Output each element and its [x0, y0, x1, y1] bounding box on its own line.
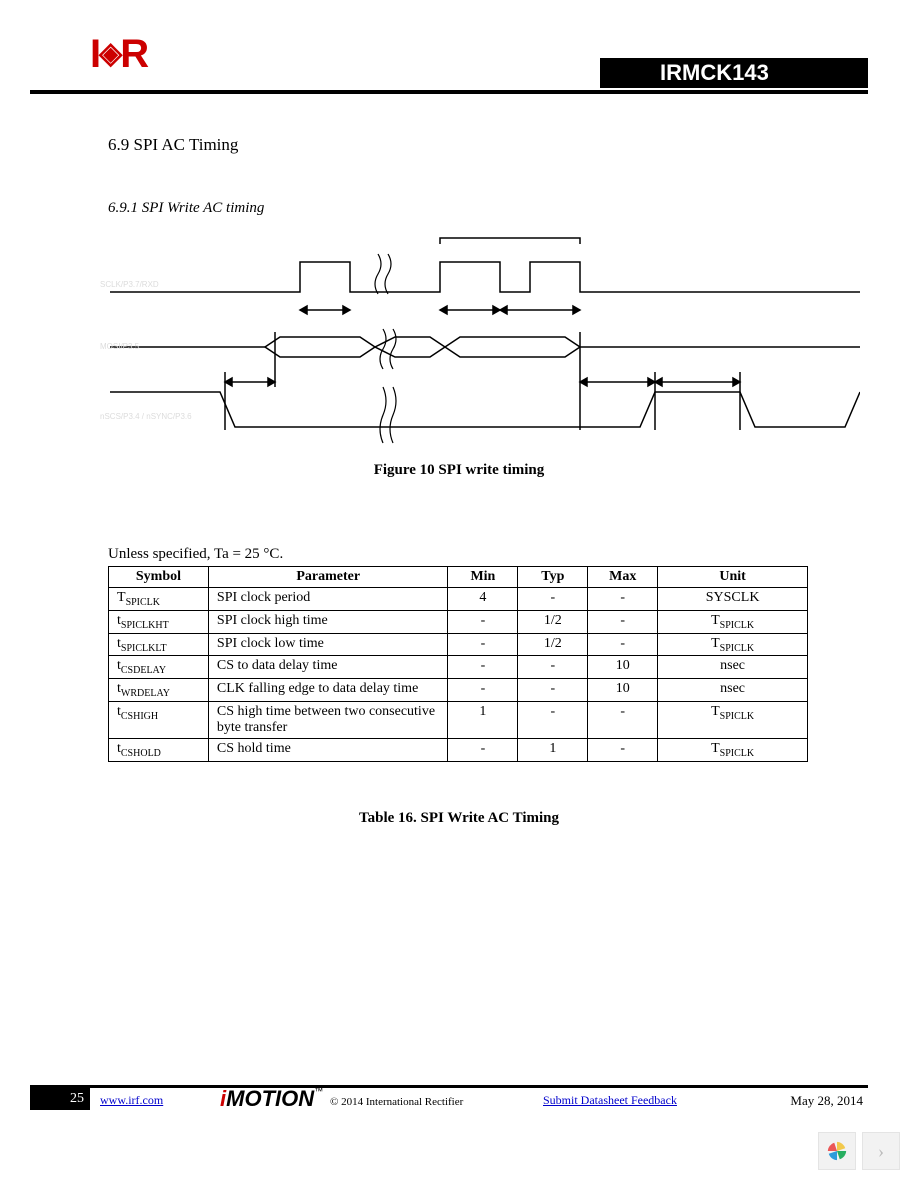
- sym-sub: CSHIGH: [121, 711, 158, 722]
- table-row: tCSHIGH CS high time between two consecu…: [109, 701, 808, 738]
- typ: 1: [518, 738, 588, 761]
- th-parameter: Parameter: [208, 567, 448, 588]
- param: CS to data delay time: [208, 656, 448, 679]
- table-header-row: Symbol Parameter Min Typ Max Unit: [109, 567, 808, 588]
- unit-sub: SPICLK: [720, 748, 754, 759]
- unit: T: [711, 636, 720, 651]
- spi-write-ac-timing-table: Symbol Parameter Min Typ Max Unit TSPICL…: [108, 566, 808, 762]
- imotion-rest: MOTION: [226, 1086, 314, 1111]
- table-row: tCSDELAY CS to data delay time - - 10 ns…: [109, 656, 808, 679]
- footer-date: May 28, 2014: [790, 1093, 863, 1109]
- max: 10: [588, 679, 658, 702]
- unit-sub: SPICLK: [720, 642, 754, 653]
- typ: -: [518, 679, 588, 702]
- param: CLK falling edge to data delay time: [208, 679, 448, 702]
- unit: T: [711, 704, 720, 719]
- table-caption: Table 16. SPI Write AC Timing: [0, 810, 918, 827]
- signal-label-mosi: MOSI/P3.5: [100, 342, 139, 351]
- signal-label-clk: SCLK/P3.7/RXD: [100, 280, 159, 289]
- spi-write-timing-diagram: SCLK/P3.7/RXD MOSI/P3.5 nSCS/P3.4 / nSYN…: [100, 232, 860, 452]
- viewer-next-button[interactable]: ›: [862, 1132, 900, 1170]
- max: -: [588, 610, 658, 633]
- param: CS hold time: [208, 738, 448, 761]
- typ: -: [518, 588, 588, 611]
- table-row: tWRDELAY CLK falling edge to data delay …: [109, 679, 808, 702]
- th-typ: Typ: [518, 567, 588, 588]
- param: SPI clock period: [208, 588, 448, 611]
- section-heading-6-9-1: 6.9.1 SPI Write AC timing: [108, 200, 264, 217]
- sym-sub: CSHOLD: [121, 748, 161, 759]
- imotion-logo: iMOTION™: [220, 1086, 323, 1112]
- header-rule: [30, 90, 868, 94]
- table-row: TSPICLK SPI clock period 4 - - SYSCLK: [109, 588, 808, 611]
- min: 1: [448, 701, 518, 738]
- sym-sub: SPICLKHT: [121, 620, 169, 631]
- min: -: [448, 679, 518, 702]
- sym-sub: SPICLKLT: [121, 642, 167, 653]
- viewer-widget: ›: [818, 1132, 900, 1170]
- unit: nsec: [658, 656, 808, 679]
- th-symbol: Symbol: [109, 567, 209, 588]
- datasheet-page: I◈R IRMCK143 6.9 SPI AC Timing 6.9.1 SPI…: [0, 0, 918, 1188]
- max: -: [588, 738, 658, 761]
- unit-sub: SPICLK: [720, 711, 754, 722]
- max: 10: [588, 656, 658, 679]
- unit-sub: SPICLK: [720, 620, 754, 631]
- page-number: 25: [30, 1088, 90, 1110]
- param: CS high time between two consecutive byt…: [208, 701, 448, 738]
- max: -: [588, 701, 658, 738]
- figure-caption: Figure 10 SPI write timing: [0, 462, 918, 479]
- typ: 1/2: [518, 633, 588, 656]
- param: SPI clock low time: [208, 633, 448, 656]
- th-max: Max: [588, 567, 658, 588]
- unit: nsec: [658, 679, 808, 702]
- max: -: [588, 588, 658, 611]
- sym-sub: WRDELAY: [121, 688, 170, 699]
- th-unit: Unit: [658, 567, 808, 588]
- typ: -: [518, 701, 588, 738]
- submit-feedback-link[interactable]: Submit Datasheet Feedback: [543, 1093, 677, 1108]
- signal-label-cs: nSCS/P3.4 / nSYNC/P3.6: [100, 412, 192, 421]
- viewer-logo-icon[interactable]: [818, 1132, 856, 1170]
- table-condition-note: Unless specified, Ta = 25 °C.: [108, 546, 283, 563]
- footer-copyright: © 2014 International Rectifier: [330, 1096, 463, 1108]
- param: SPI clock high time: [208, 610, 448, 633]
- min: -: [448, 738, 518, 761]
- sym-sub: CSDELAY: [121, 665, 166, 676]
- unit: T: [711, 613, 720, 628]
- footer-url-link[interactable]: www.irf.com: [100, 1093, 163, 1108]
- min: -: [448, 633, 518, 656]
- th-min: Min: [448, 567, 518, 588]
- table-row: tCSHOLD CS hold time - 1 - TSPICLK: [109, 738, 808, 761]
- max: -: [588, 633, 658, 656]
- part-number-bar: IRMCK143: [600, 58, 868, 88]
- typ: -: [518, 656, 588, 679]
- unit: SYSCLK: [658, 588, 808, 611]
- table-row: tSPICLKHT SPI clock high time - 1/2 - TS…: [109, 610, 808, 633]
- section-heading-6-9: 6.9 SPI AC Timing: [108, 135, 238, 155]
- sym-sub: SPICLK: [126, 597, 160, 608]
- unit: T: [711, 741, 720, 756]
- ir-logo: I◈R: [90, 32, 147, 77]
- trademark-symbol: ™: [314, 1086, 323, 1096]
- table-body: TSPICLK SPI clock period 4 - - SYSCLK tS…: [109, 588, 808, 762]
- min: -: [448, 656, 518, 679]
- table-row: tSPICLKLT SPI clock low time - 1/2 - TSP…: [109, 633, 808, 656]
- min: 4: [448, 588, 518, 611]
- sym: T: [117, 590, 126, 605]
- timing-svg: [100, 232, 860, 452]
- min: -: [448, 610, 518, 633]
- typ: 1/2: [518, 610, 588, 633]
- footer-rule: [30, 1085, 868, 1088]
